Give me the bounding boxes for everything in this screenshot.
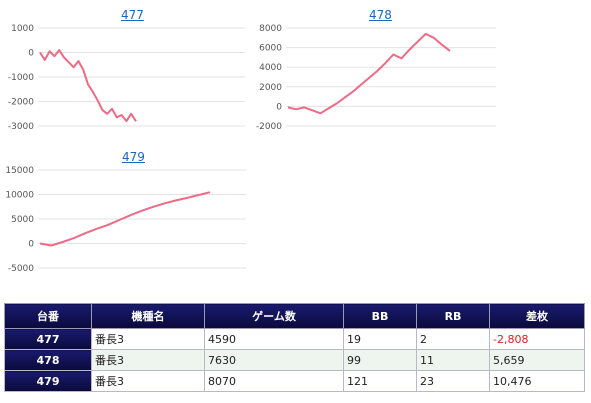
diff-cell: 10,476: [489, 370, 585, 392]
line-chart-479: 15000 10000 5000 0 -5000: [5, 166, 246, 274]
y-tick-label: -2000: [8, 98, 34, 108]
rb-cell: 11: [416, 349, 490, 371]
line-chart-478: 8000 6000 4000 2000 0 -2000: [256, 24, 496, 132]
header-diff: 差枚: [489, 303, 585, 329]
unit-number-cell: 478: [4, 349, 92, 371]
series-line: [287, 32, 451, 115]
y-tick-label: 4000: [259, 63, 282, 73]
results-table: 台番 機種名 ゲーム数 BB RB 差枚 477 番長3 4590 19 2 -…: [4, 303, 585, 392]
y-tick-label: 8000: [259, 24, 282, 34]
machine-cell: 番長3: [91, 370, 205, 392]
rb-cell: 2: [416, 328, 490, 350]
unit-number-cell: 479: [4, 370, 92, 392]
bb-cell: 121: [343, 370, 417, 392]
header-machine-name: 機種名: [91, 303, 205, 329]
machine-cell: 番長3: [91, 328, 205, 350]
rb-cell: 23: [416, 370, 490, 392]
y-tick-label: 2000: [259, 83, 282, 93]
y-tick-label: 5000: [11, 215, 34, 225]
y-tick-label: -2000: [256, 122, 282, 132]
games-cell: 7630: [204, 349, 344, 371]
y-tick-label: 6000: [259, 44, 282, 54]
header-unit-number: 台番: [4, 303, 92, 329]
diff-cell: 5,659: [489, 349, 585, 371]
table-row: 477 番長3 4590 19 2 -2,808: [4, 328, 585, 350]
y-tick-label: 1000: [11, 24, 34, 34]
line-chart-477: 1000 0 -1000 -2000 -3000: [8, 24, 245, 132]
chart-title-link-478[interactable]: 478: [369, 8, 392, 22]
header-bb: BB: [343, 303, 417, 329]
diff-cell: -2,808: [489, 328, 585, 350]
header-rb: RB: [416, 303, 490, 329]
series-line: [39, 191, 211, 247]
header-game-count: ゲーム数: [204, 303, 344, 329]
y-tick-label: 0: [28, 240, 34, 250]
bb-cell: 99: [343, 349, 417, 371]
y-tick-label: -5000: [8, 264, 34, 274]
games-cell: 8070: [204, 370, 344, 392]
y-tick-label: 0: [276, 102, 282, 112]
unit-number-cell: 477: [4, 328, 92, 350]
table-row: 478 番長3 7630 99 11 5,659: [4, 349, 585, 371]
y-tick-label: 0: [28, 49, 34, 59]
y-tick-label: -1000: [8, 73, 34, 83]
y-tick-label: -3000: [8, 122, 34, 132]
chart-title-link-477[interactable]: 477: [121, 8, 144, 22]
series-line: [39, 49, 137, 123]
y-tick-label: 15000: [5, 166, 34, 176]
machine-cell: 番長3: [91, 349, 205, 371]
games-cell: 4590: [204, 328, 344, 350]
y-tick-label: 10000: [5, 191, 34, 201]
bb-cell: 19: [343, 328, 417, 350]
table-row: 479 番長3 8070 121 23 10,476: [4, 370, 585, 392]
table-header-row: 台番 機種名 ゲーム数 BB RB 差枚: [4, 303, 585, 329]
chart-title-link-479[interactable]: 479: [122, 150, 145, 164]
